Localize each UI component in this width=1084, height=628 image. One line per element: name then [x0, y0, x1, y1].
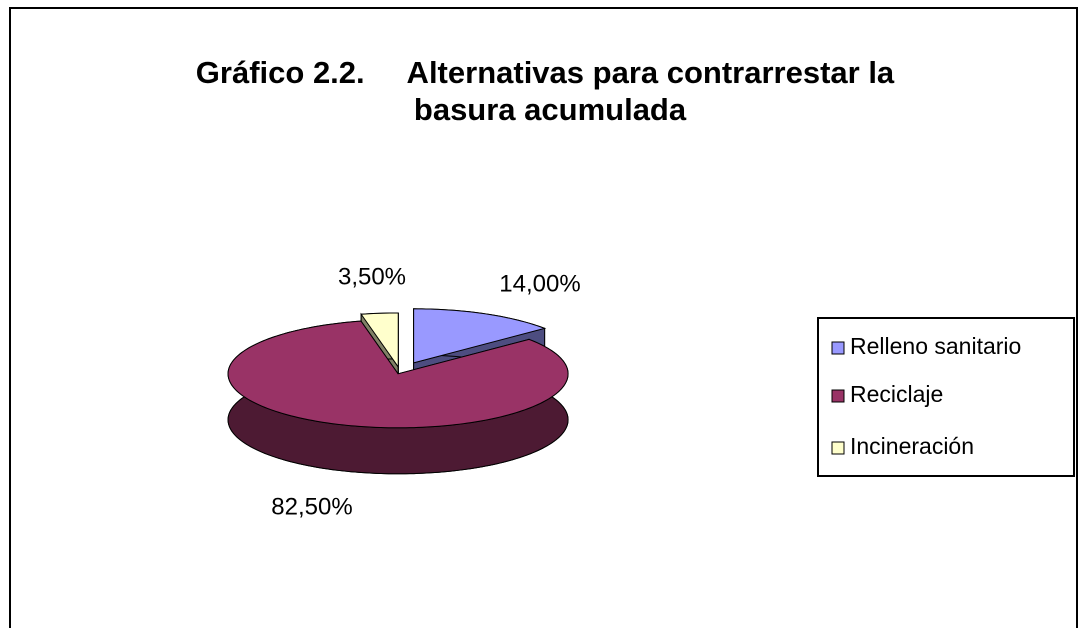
legend-swatch	[831, 389, 845, 403]
slice	[227, 319, 569, 475]
slice-top	[227, 320, 569, 429]
legend-label: Reciclaje	[850, 381, 943, 407]
chart-title: basura acumulada	[414, 92, 687, 127]
legend-box	[817, 317, 1075, 477]
legend-label: Relleno sanitario	[850, 333, 1021, 359]
slice-top	[360, 312, 399, 369]
data-label: 82,50%	[271, 493, 352, 520]
data-label: 14,00%	[499, 270, 580, 297]
legend-swatch	[831, 341, 845, 355]
data-label: 3,50%	[338, 263, 406, 290]
legend-swatch	[831, 441, 845, 455]
legend-label: Incineración	[850, 433, 974, 459]
chart-title: Gráfico 2.2. Alternativas para contrarre…	[196, 55, 895, 90]
slice-top	[413, 308, 547, 364]
